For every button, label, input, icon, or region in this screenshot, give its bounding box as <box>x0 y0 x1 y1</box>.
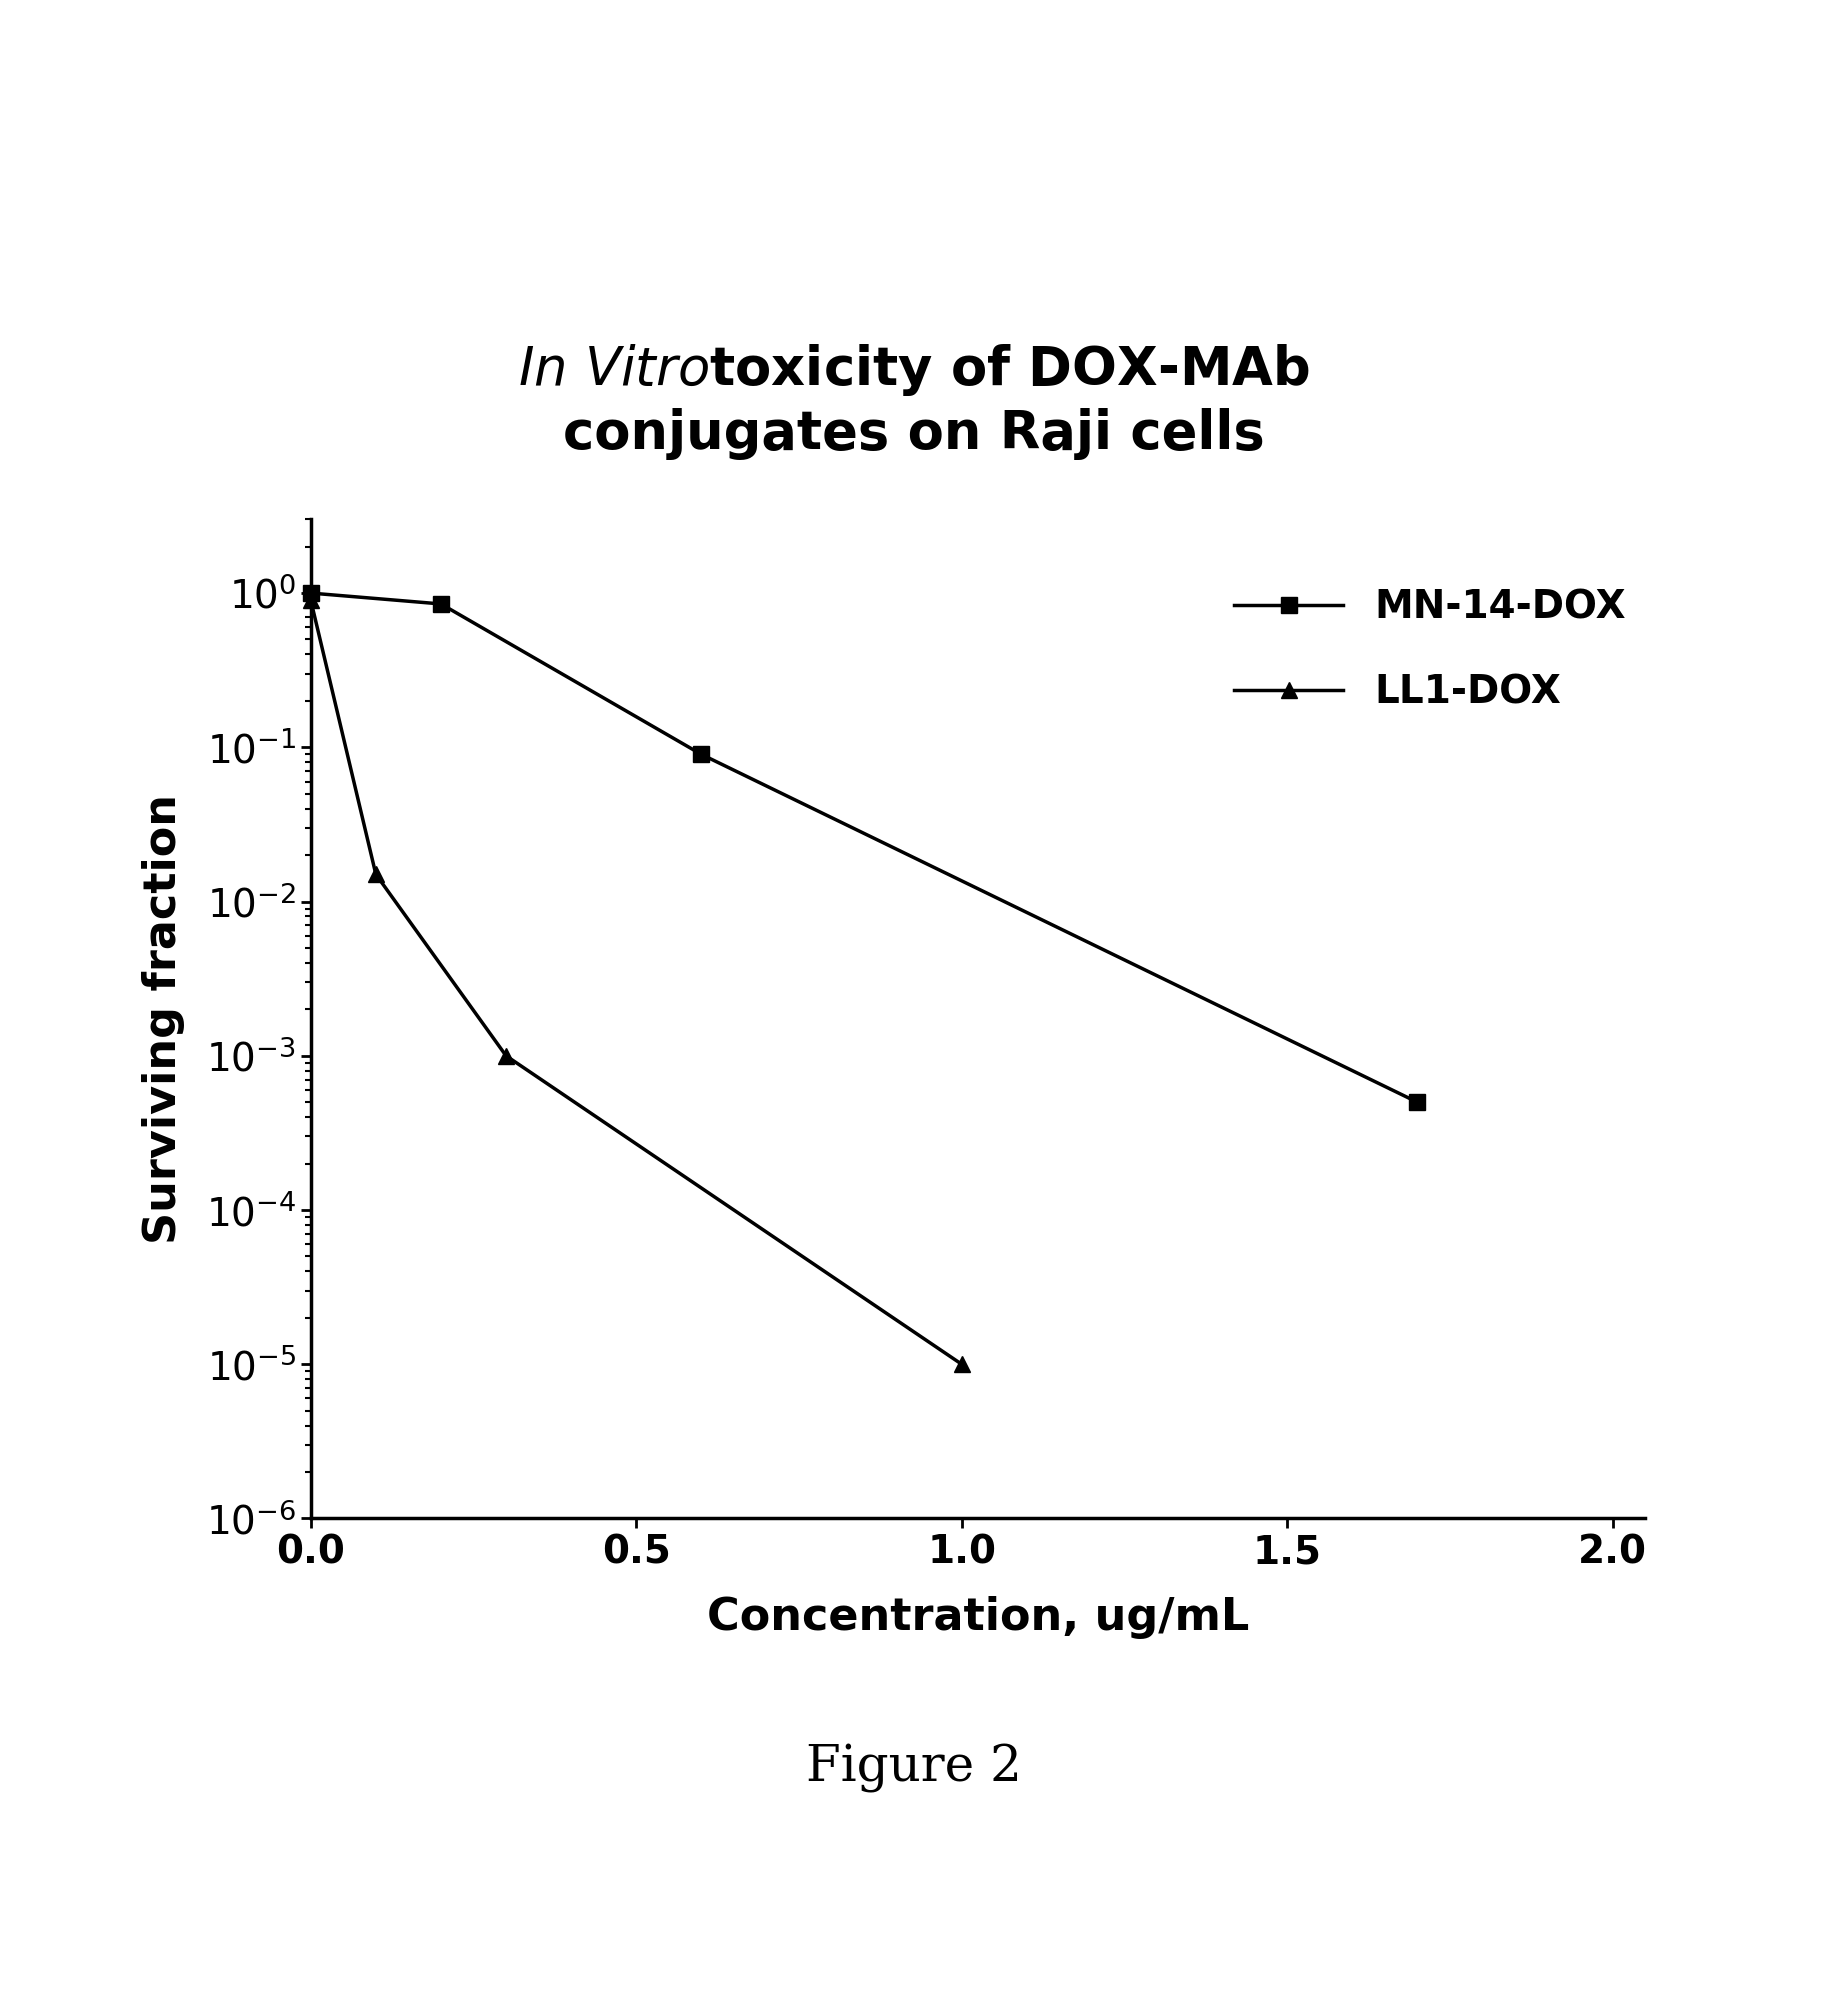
MN-14-DOX <box>430 591 452 615</box>
Line: MN-14-DOX: MN-14-DOX <box>303 585 1426 1109</box>
LL1-DOX <box>951 1353 972 1377</box>
Y-axis label: Surviving fraction: Surviving fraction <box>143 793 185 1245</box>
Text: Figure 2: Figure 2 <box>806 1744 1022 1792</box>
Text: conjugates on Raji cells: conjugates on Raji cells <box>563 408 1265 460</box>
Text: $\mathit{In\ Vitro}$toxicity of DOX-MAb: $\mathit{In\ Vitro}$toxicity of DOX-MAb <box>517 342 1311 398</box>
MN-14-DOX <box>691 743 713 767</box>
MN-14-DOX <box>1406 1091 1428 1115</box>
LL1-DOX <box>495 1043 517 1067</box>
MN-14-DOX <box>300 581 322 605</box>
LL1-DOX <box>300 587 322 611</box>
Legend: MN-14-DOX, LL1-DOX: MN-14-DOX, LL1-DOX <box>1234 589 1625 711</box>
Line: LL1-DOX: LL1-DOX <box>303 593 969 1373</box>
LL1-DOX <box>366 863 388 887</box>
X-axis label: Concentration, ug/mL: Concentration, ug/mL <box>707 1596 1249 1638</box>
